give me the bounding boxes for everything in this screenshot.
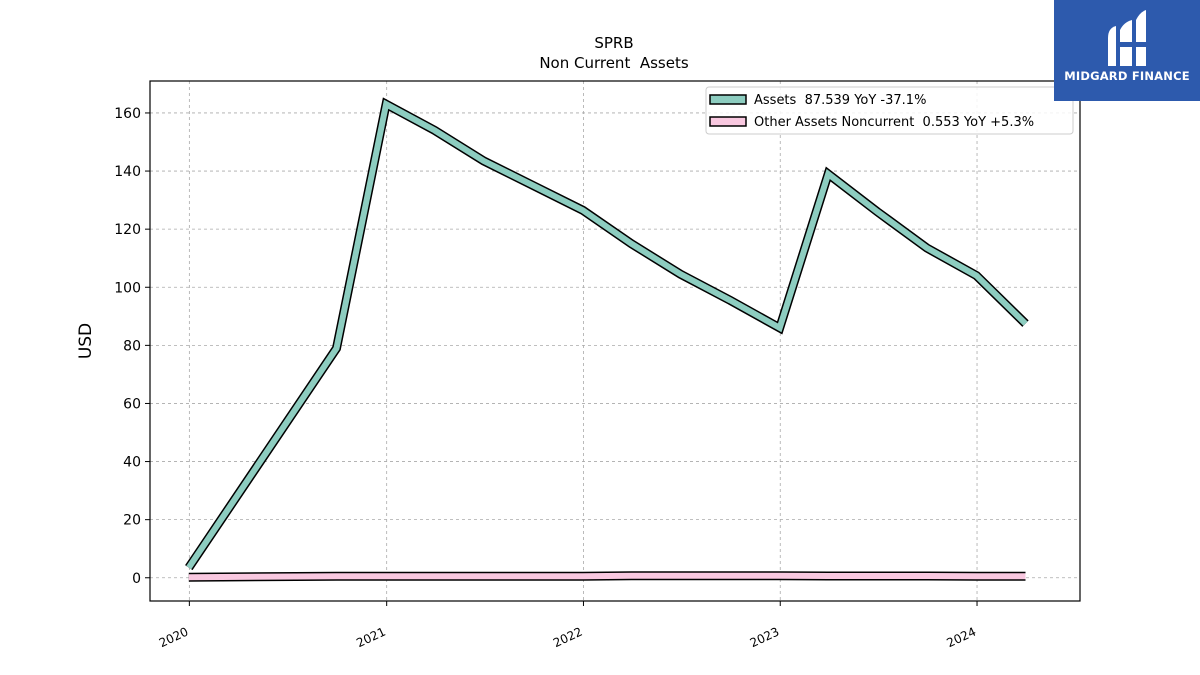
y-tick-label: 20 [123,513,141,529]
plot-frame [149,80,1081,602]
legend-swatch-other-assets [709,116,747,127]
y-tick-label: 40 [123,455,141,471]
y-axis-label: USD [76,323,96,359]
y-tick-label: 0 [132,571,141,587]
series-line-assets [186,99,1028,570]
chart-subtitle: Non Current Assets [539,54,689,72]
y-tick-label: 100 [114,280,141,296]
y-tick-label: 120 [114,222,141,238]
series-outline-assets [185,97,1029,571]
midgard-finance-logo: MIDGARD FINANCE [1054,0,1200,101]
logo-text: MIDGARD FINANCE [1064,69,1190,83]
grid [150,81,1080,601]
series-line-other-assets [188,572,1026,581]
y-tick-label: 160 [114,106,141,122]
y-tick-label: 60 [123,396,141,412]
legend-box [705,86,1074,135]
x-tick-label: 2024 [945,625,979,651]
legend-label-other-assets: Other Assets Noncurrent 0.553 YoY +5.3% [754,115,1034,130]
legend-swatch-assets [709,94,747,105]
x-tick-label: 2020 [157,625,191,651]
series-group [185,97,1029,582]
y-tick-label: 80 [123,338,141,354]
legend-label-assets: Assets 87.539 YoY -37.1% [754,93,926,108]
x-tick-label: 2023 [748,625,782,651]
chart-title: SPRB [594,34,633,52]
x-tick-label: 2021 [354,625,388,651]
x-tick-label: 2022 [551,625,585,651]
midgard-m-mark-icon [1108,10,1150,66]
y-tick-label: 140 [114,164,141,180]
legend: Assets 87.539 YoY -37.1% Other Assets No… [705,86,1074,135]
